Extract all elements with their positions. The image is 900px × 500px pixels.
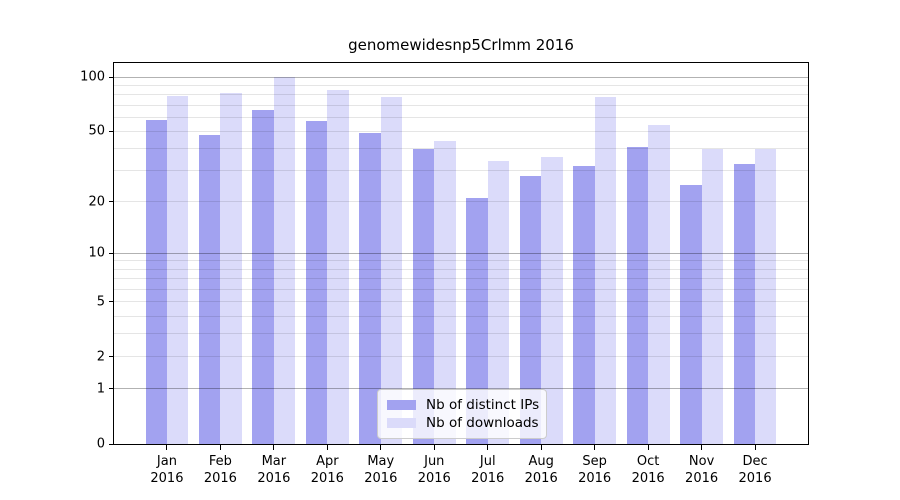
plot-area: Nb of distinct IPs Nb of downloads 0 1 2 5 10… [80,62,809,486]
y-axis-tick-label: 0 [96,436,105,452]
y-axis-tick-label: 50 [88,123,105,139]
bar-distinct-ips [573,165,595,444]
y-axis-tick-label: 100 [80,69,105,85]
legend-label: Nb of distinct IPs [426,397,540,413]
x-axis-tick [754,445,756,450]
x-axis-tick-label: Dec 2016 [739,453,772,487]
legend: Nb of distinct IPs Nb of downloads [377,389,547,439]
x-axis-tick [487,445,489,450]
y-axis-tick [109,201,114,203]
x-tick-month: Aug [528,454,554,469]
y-axis-tick [109,76,114,78]
x-tick-month: Feb [208,454,232,469]
bar-downloads [701,148,723,444]
x-tick-year: 2016 [524,471,558,486]
x-tick-month: Oct [636,454,660,469]
bar-downloads [380,96,403,444]
bar-distinct-ips [466,198,488,444]
x-axis-tick-label: Apr 2016 [311,453,344,487]
x-axis-tick-label: May 2016 [364,453,397,487]
x-axis-tick [219,445,221,450]
bar-distinct-ips [199,134,221,444]
x-axis-tick-label: Sep 2016 [578,453,611,487]
bar-distinct-ips [626,146,649,444]
bar-distinct-ips [359,132,381,444]
x-axis-tick-label: Nov 2016 [685,453,718,487]
legend-item: Nb of distinct IPs [387,396,540,414]
bar-downloads [648,125,670,444]
x-axis-tick-label: Jun 2016 [418,453,451,487]
x-axis-tick [166,445,168,450]
y-axis-tick-label: 1 [96,381,105,397]
x-tick-year: 2016 [578,471,612,486]
x-axis-tick [540,445,542,450]
x-axis-tick [594,445,596,450]
bar-distinct-ips [412,148,435,444]
bar-downloads [755,148,777,444]
legend-swatch [387,400,416,410]
y-axis-tick [109,356,114,358]
y-axis-tick-label: 5 [96,294,105,310]
x-axis-tick-label: Jul 2016 [471,453,504,487]
x-axis-tick-label: Aug 2016 [525,453,558,487]
x-tick-year: 2016 [150,471,184,486]
bar-downloads [166,95,189,444]
legend-item: Nb of downloads [387,414,539,432]
x-axis-tick [701,445,703,450]
y-axis-tick [109,130,114,132]
y-axis-tick-label: 20 [88,194,105,210]
x-axis-tick [273,445,275,450]
x-tick-year: 2016 [310,471,344,486]
bars-layer [114,63,808,444]
x-tick-year: 2016 [257,471,291,486]
y-axis-tick-label: 10 [88,245,105,261]
x-axis-tick [433,445,435,450]
bar-distinct-ips [733,163,756,444]
x-axis-tick [326,445,328,450]
x-tick-month: Sep [582,454,607,469]
chart-title: genomewidesnp5Crlmm 2016 [348,36,574,54]
x-tick-month: Jul [479,454,496,469]
x-axis-tick-label: Oct 2016 [632,453,665,487]
legend-swatch [387,418,416,428]
bar-distinct-ips [680,184,702,444]
x-tick-year: 2016 [738,471,772,486]
x-axis-tick [380,445,382,450]
y-axis-tick [109,388,114,390]
x-tick-year: 2016 [203,471,237,486]
bar-downloads [594,96,617,444]
x-tick-month: May [367,454,395,469]
x-tick-month: Apr [316,454,339,469]
legend-label: Nb of downloads [426,415,539,431]
bar-downloads [541,156,563,444]
x-axis-tick-label: Feb 2016 [204,453,237,487]
bar-downloads [327,89,349,444]
bar-distinct-ips [252,109,274,444]
bar-distinct-ips [305,121,328,444]
x-axis-tick-label: Mar 2016 [257,453,290,487]
x-tick-year: 2016 [631,471,665,486]
x-tick-month: Jun [424,454,445,469]
bar-downloads [487,161,510,444]
bar-downloads [220,92,242,444]
x-tick-year: 2016 [471,471,505,486]
x-tick-month: Dec [742,454,768,469]
x-tick-month: Mar [261,454,287,469]
x-tick-month: Jan [156,454,177,469]
y-axis-tick [109,252,114,254]
y-axis-tick [109,301,114,303]
bar-downloads [273,77,296,444]
x-tick-year: 2016 [685,471,719,486]
bar-downloads [434,141,456,444]
x-tick-month: Nov [688,454,715,469]
bar-distinct-ips [145,119,167,444]
x-tick-year: 2016 [364,471,398,486]
x-axis-tick-label: Jan 2016 [150,453,183,487]
bar-distinct-ips [519,176,542,444]
y-axis-tick-label: 2 [96,349,105,365]
x-axis-tick [647,445,649,450]
x-tick-year: 2016 [417,471,451,486]
y-axis-tick [109,443,114,445]
